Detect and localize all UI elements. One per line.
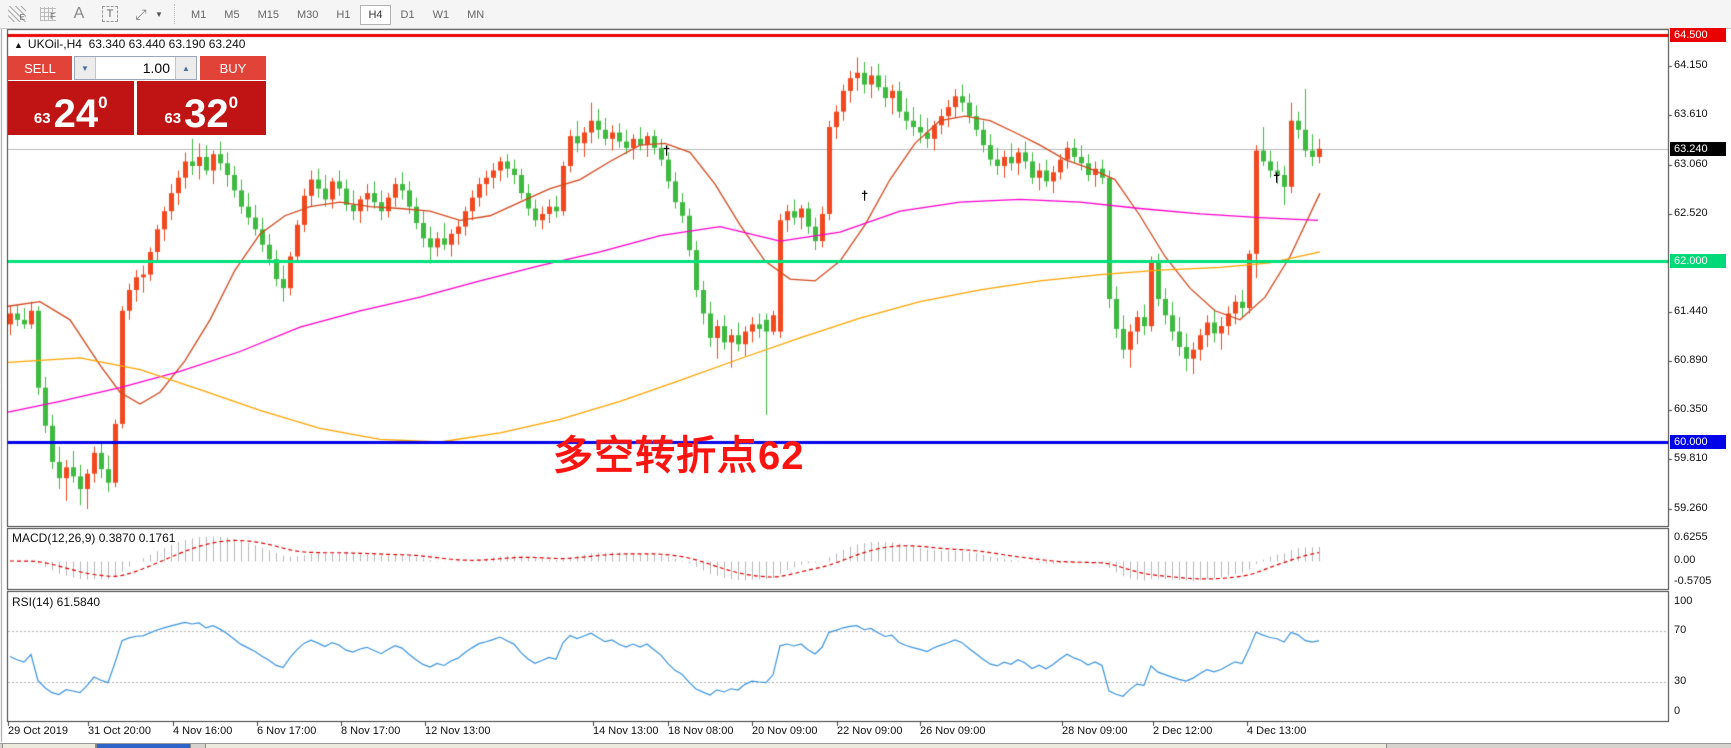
rsi-axis-tick: 0 xyxy=(1674,705,1681,717)
timeframe-button-m15[interactable]: M15 xyxy=(257,9,279,21)
timeframe-button-mn[interactable]: MN xyxy=(467,9,485,21)
price-axis-tick: 64.150 xyxy=(1674,59,1708,71)
price-axis-tick: 60.890 xyxy=(1674,354,1708,366)
icon-letter: E xyxy=(19,13,25,22)
sell-price-sup: 0 xyxy=(98,93,108,112)
chart-text-annotation: 多空转折点62 xyxy=(553,434,805,478)
sell-price-big: 24 xyxy=(53,92,99,136)
date-axis-label: 28 Nov 09:00 xyxy=(1062,725,1128,737)
buy-price-big: 32 xyxy=(184,92,229,136)
timeframe-button-group: M1 M5 M15 M30 H1 H4 D1 W1 MN xyxy=(182,5,493,25)
buy-price-quote[interactable]: 63 32 0 xyxy=(136,81,266,136)
volume-input[interactable] xyxy=(96,57,175,79)
symbol-header: ▲ UKOil-,H4 63.340 63.440 63.190 63.240 xyxy=(14,37,245,51)
date-axis-label: 22 Nov 09:00 xyxy=(837,725,903,737)
text-box-icon[interactable]: T xyxy=(102,6,118,22)
rsi-axis-tick: 100 xyxy=(1674,595,1693,607)
sell-price-prefix: 63 xyxy=(33,110,51,127)
timeframe-button-m5[interactable]: M5 xyxy=(224,9,240,21)
buy-price-sup: 0 xyxy=(228,93,239,112)
date-axis-label: 20 Nov 09:00 xyxy=(752,725,818,737)
trade-quotes-row: 63 24 0 63 32 0 xyxy=(8,81,266,135)
macd-axis-tick: -0.5705 xyxy=(1674,575,1712,587)
bottom-tab-strip xyxy=(0,743,1731,748)
one-click-trade-panel: SELL ▼ ▲ BUY 63 24 0 63 32 0 xyxy=(8,56,266,135)
date-axis-label: 31 Oct 20:00 xyxy=(88,725,151,737)
price-axis-tick: 59.260 xyxy=(1674,502,1708,514)
toolbar: E F A T ⤢ ▼ M1 M5 M15 M30 H1 H4 D1 W1 MN xyxy=(0,0,1731,29)
timeframe-button-m30[interactable]: M30 xyxy=(296,9,319,21)
bottom-tab[interactable] xyxy=(205,744,1387,748)
indicator-hatch-icon[interactable]: E xyxy=(8,6,26,22)
icon-letter: F xyxy=(50,12,55,21)
date-axis-label: 8 Nov 17:00 xyxy=(341,725,401,737)
date-axis-label: 6 Nov 17:00 xyxy=(257,725,317,737)
chart-object-marker: † xyxy=(1273,170,1281,185)
date-axis-label: 12 Nov 13:00 xyxy=(425,725,491,737)
date-axis-label: 26 Nov 09:00 xyxy=(920,725,986,737)
date-axis-label: 18 Nov 08:00 xyxy=(668,725,734,737)
macd-axis-tick: 0.00 xyxy=(1674,554,1696,566)
price-axis-tick: 63.610 xyxy=(1674,108,1708,120)
timeframe-button-h1[interactable]: H1 xyxy=(336,9,351,21)
volume-decrease-button[interactable]: ▼ xyxy=(75,57,96,79)
rsi-axis-tick: 70 xyxy=(1674,624,1687,636)
toolbar-separator xyxy=(174,4,176,24)
bottom-tab[interactable] xyxy=(2,744,96,748)
timeframe-button-h4[interactable]: H4 xyxy=(360,5,391,25)
macd-axis-tick: 0.6255 xyxy=(1674,531,1708,543)
arrows-dropdown-icon[interactable]: ▼ xyxy=(155,9,163,19)
date-axis-label: 2 Dec 12:00 xyxy=(1153,725,1213,737)
price-axis-tick: 62.520 xyxy=(1674,207,1708,219)
date-axis-label: 14 Nov 13:00 xyxy=(593,725,659,737)
trade-controls-row: SELL ▼ ▲ BUY xyxy=(8,56,266,80)
grid-pattern-icon[interactable]: F xyxy=(40,7,56,21)
ohlc-values: 63.340 63.440 63.190 63.240 xyxy=(88,37,246,51)
buy-button[interactable]: BUY xyxy=(200,56,266,80)
chart-object-marker: † xyxy=(663,143,671,158)
buy-price-prefix: 63 xyxy=(164,110,182,127)
sell-button[interactable]: SELL xyxy=(8,56,72,80)
symbol-title: UKOil-,H4 xyxy=(27,37,82,51)
price-axis-tick: 59.810 xyxy=(1674,452,1708,464)
date-axis-label: 4 Nov 16:00 xyxy=(173,725,233,737)
rsi-indicator-label: RSI(14) 61.5840 xyxy=(12,595,101,609)
volume-stepper: ▼ ▲ xyxy=(74,56,197,80)
price-axis-tick: 61.440 xyxy=(1674,305,1708,317)
price-axis-tag: 64.500 xyxy=(1670,28,1726,42)
ohlc-up-triangle-icon: ▲ xyxy=(14,40,23,50)
timeframe-button-m1[interactable]: M1 xyxy=(191,9,207,21)
text-label-icon[interactable]: A xyxy=(73,5,85,22)
price-axis-tag: 62.000 xyxy=(1670,254,1726,268)
timeframe-button-w1[interactable]: W1 xyxy=(432,9,450,21)
price-axis-tag: 60.000 xyxy=(1670,435,1726,449)
volume-increase-button[interactable]: ▲ xyxy=(175,57,196,79)
date-axis-label: 29 Oct 2019 xyxy=(8,725,68,737)
price-axis-tick: 63.060 xyxy=(1674,158,1708,170)
arrows-tool-icon[interactable]: ⤢ xyxy=(135,5,147,22)
bottom-tab-active[interactable] xyxy=(96,744,191,748)
rsi-axis-tick: 30 xyxy=(1674,675,1687,687)
sell-price-quote[interactable]: 63 24 0 xyxy=(8,81,134,135)
price-axis-tick: 60.350 xyxy=(1674,403,1708,415)
timeframe-button-d1[interactable]: D1 xyxy=(400,9,415,21)
date-axis-label: 4 Dec 13:00 xyxy=(1247,725,1307,737)
chart-object-marker: † xyxy=(861,188,869,203)
price-axis-tag: 63.240 xyxy=(1670,142,1726,156)
macd-indicator-label: MACD(12,26,9) 0.3870 0.1761 xyxy=(12,531,176,545)
